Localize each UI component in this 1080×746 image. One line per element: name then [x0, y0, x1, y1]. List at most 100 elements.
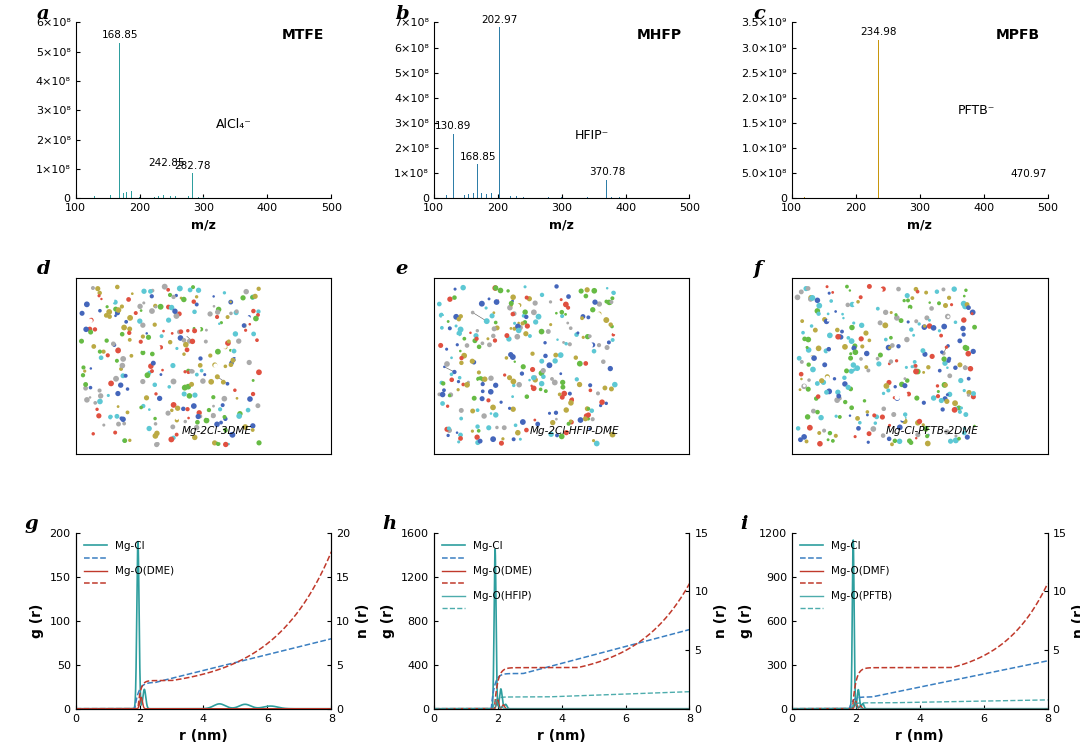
Point [226, 384, 243, 396]
Point [891, 436, 908, 448]
Point [867, 404, 885, 416]
Point [162, 282, 179, 294]
Point [842, 383, 860, 395]
Point [827, 410, 845, 422]
Point [810, 391, 827, 403]
Point [915, 397, 932, 409]
Point [907, 432, 924, 444]
Point [597, 398, 615, 410]
Point [491, 284, 509, 296]
Point [535, 371, 552, 383]
Point [454, 297, 471, 309]
Point [107, 303, 124, 315]
Point [109, 281, 126, 293]
Point [228, 392, 245, 404]
Point [481, 421, 498, 433]
Point [188, 298, 205, 310]
Point [161, 381, 178, 393]
Point [946, 283, 963, 295]
Point [960, 348, 977, 360]
Point [957, 362, 974, 374]
Point [148, 439, 165, 451]
Point [487, 282, 504, 294]
Point [224, 345, 241, 357]
Y-axis label: n (r): n (r) [1072, 604, 1080, 638]
Point [861, 280, 878, 292]
Point [590, 309, 607, 321]
Point [485, 307, 502, 319]
Point [140, 367, 158, 379]
Point [473, 392, 490, 404]
Legend: Mg-Cl, , Mg-O(DME), , Mg-O(HFIP), : Mg-Cl, , Mg-O(DME), , Mg-O(HFIP), [438, 538, 536, 617]
Point [244, 420, 261, 432]
Point [535, 365, 552, 377]
Point [796, 380, 813, 392]
Point [251, 366, 268, 378]
Point [956, 385, 973, 397]
Point [171, 308, 188, 320]
Point [179, 366, 197, 378]
Point [598, 342, 616, 354]
Point [95, 419, 112, 431]
Point [183, 366, 200, 377]
Point [244, 388, 261, 400]
Point [208, 419, 226, 430]
Point [465, 392, 483, 404]
Point [77, 378, 94, 390]
Point [114, 413, 132, 425]
Point [811, 438, 828, 450]
Point [465, 357, 483, 369]
Point [478, 316, 496, 327]
Point [881, 342, 899, 354]
Point [829, 330, 847, 342]
Point [518, 391, 536, 403]
Point [440, 316, 457, 327]
Point [81, 392, 98, 404]
Point [811, 300, 828, 312]
Point [555, 388, 572, 400]
Point [147, 418, 164, 430]
Point [800, 374, 818, 386]
Point [850, 422, 867, 434]
Point [562, 338, 579, 350]
Point [107, 373, 124, 385]
Point [482, 386, 499, 398]
Point [804, 351, 821, 363]
Point [829, 404, 847, 416]
Point [963, 293, 981, 305]
Point [159, 283, 176, 295]
Point [432, 339, 449, 351]
Point [164, 360, 181, 372]
Point [446, 283, 463, 295]
Point [100, 310, 118, 322]
Point [809, 305, 826, 317]
Point [498, 330, 515, 342]
Point [228, 339, 245, 351]
Point [464, 307, 482, 319]
Point [537, 336, 554, 348]
Point [240, 404, 257, 416]
Point [504, 391, 522, 403]
Point [951, 335, 969, 347]
Point [823, 286, 840, 298]
Point [82, 326, 99, 338]
Point [600, 336, 618, 348]
Point [484, 401, 501, 413]
Text: c: c [754, 4, 766, 23]
Point [206, 437, 224, 449]
Point [492, 437, 510, 449]
Point [249, 360, 267, 372]
Point [488, 296, 505, 308]
Point [453, 310, 470, 322]
Point [460, 376, 477, 388]
Point [880, 358, 897, 370]
Point [433, 322, 450, 333]
Point [525, 372, 542, 383]
Point [139, 369, 157, 381]
Point [455, 282, 472, 294]
Point [936, 379, 954, 391]
Point [895, 295, 913, 307]
Point [548, 413, 565, 425]
Point [959, 358, 976, 370]
Point [172, 283, 189, 295]
